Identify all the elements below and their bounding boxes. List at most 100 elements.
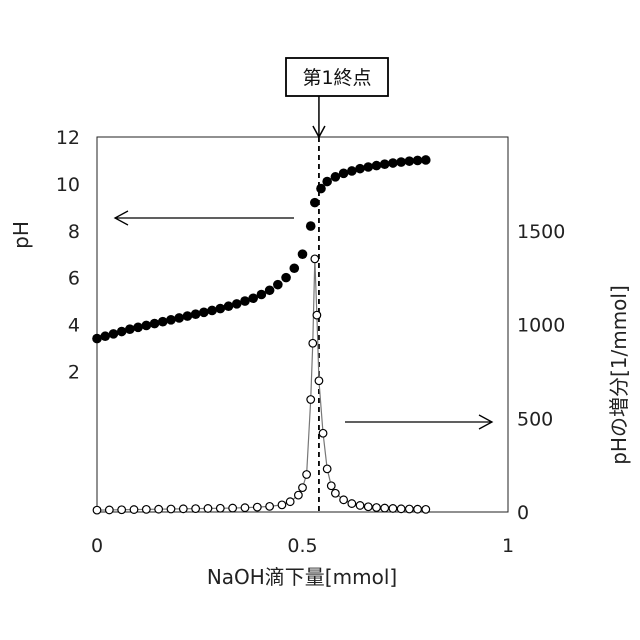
ph-derivative-point bbox=[319, 429, 327, 437]
ph-point bbox=[158, 317, 168, 327]
x-axis-title: NaOH滴下量[mmol] bbox=[207, 565, 397, 589]
ph-point bbox=[347, 166, 357, 176]
ph-point bbox=[339, 169, 349, 179]
ph-derivative-point bbox=[217, 504, 225, 512]
ph-derivative-point bbox=[295, 491, 303, 499]
ph-derivative-point bbox=[118, 506, 126, 514]
ph-derivative-point bbox=[299, 484, 307, 492]
ph-point bbox=[289, 263, 299, 273]
ph-derivative-point bbox=[266, 503, 274, 511]
ph-point bbox=[224, 301, 234, 311]
ph-derivative-point bbox=[327, 482, 335, 490]
ph-derivative-point bbox=[155, 505, 163, 513]
ph-derivative-point bbox=[389, 505, 397, 513]
ph-point bbox=[240, 296, 250, 306]
ph-derivative-point bbox=[323, 465, 331, 473]
ph-derivative-point bbox=[192, 505, 200, 513]
left-tick-label: 2 bbox=[68, 361, 80, 383]
left-tick-label: 4 bbox=[68, 315, 80, 337]
ph-derivative-point bbox=[332, 489, 340, 497]
endpoint-callout: 第1終点 bbox=[286, 58, 388, 137]
ph-point bbox=[257, 290, 267, 300]
ph-derivative-point bbox=[373, 504, 381, 512]
ph-point bbox=[372, 161, 382, 171]
ph-derivative-point bbox=[397, 505, 405, 513]
ph-point bbox=[306, 221, 316, 231]
ph-point bbox=[405, 156, 415, 166]
ph-derivative-point bbox=[309, 339, 317, 347]
ph-point bbox=[355, 164, 365, 174]
ph-point bbox=[150, 319, 160, 329]
right-tick-label: 0 bbox=[517, 502, 529, 524]
left-tick-label: 10 bbox=[56, 174, 80, 196]
ph-point bbox=[142, 321, 152, 331]
ph-point bbox=[166, 315, 176, 325]
ph-point bbox=[396, 157, 406, 167]
ph-derivative-point bbox=[286, 498, 294, 506]
left-axis-title: pH bbox=[9, 221, 33, 249]
left-tick-label: 8 bbox=[68, 221, 80, 243]
ph-derivative-point bbox=[348, 500, 356, 508]
ph-point bbox=[421, 155, 431, 165]
ph-point bbox=[199, 308, 209, 318]
ph-derivative-point bbox=[406, 505, 414, 513]
ph-point bbox=[248, 293, 258, 303]
ph-point bbox=[388, 158, 398, 168]
ph-point bbox=[92, 334, 102, 344]
right-tick-label: 1500 bbox=[517, 221, 565, 243]
ph-point bbox=[207, 306, 217, 316]
ph-derivative-point bbox=[130, 506, 138, 514]
ph-derivative-point bbox=[167, 505, 175, 513]
ph-derivative-point bbox=[414, 505, 422, 513]
ph-derivative-point bbox=[381, 504, 389, 512]
ph-point bbox=[183, 311, 193, 321]
x-tick-label: 0.5 bbox=[287, 535, 317, 557]
x-tick-label: 1 bbox=[502, 535, 514, 557]
ph-derivative-point bbox=[253, 503, 261, 511]
ph-point bbox=[109, 329, 119, 339]
ph-point bbox=[298, 249, 308, 259]
ph-derivative-point bbox=[307, 396, 315, 404]
ph-derivative-point bbox=[143, 506, 151, 514]
endpoint-callout-label: 第1終点 bbox=[302, 67, 371, 89]
ph-derivative-point bbox=[364, 503, 372, 511]
ph-point bbox=[117, 327, 127, 337]
ph-point bbox=[191, 309, 201, 319]
ph-derivative-point bbox=[313, 311, 321, 319]
ph-point bbox=[331, 172, 341, 182]
ph-point bbox=[273, 280, 283, 290]
ph-point bbox=[363, 162, 373, 172]
x-tick-label: 0 bbox=[91, 535, 103, 557]
ph-derivative-point bbox=[204, 505, 212, 513]
ph-point bbox=[265, 285, 275, 295]
left-tick-label: 12 bbox=[56, 127, 80, 149]
ph-point bbox=[322, 177, 332, 187]
x-tick-labels: 00.51 bbox=[91, 535, 514, 557]
ph-point bbox=[281, 273, 291, 283]
right-tick-label: 1000 bbox=[517, 315, 565, 337]
ph-point bbox=[232, 299, 242, 309]
ph-derivative-point bbox=[422, 506, 430, 514]
right-tick-labels: 0 500 1000 1500 bbox=[517, 221, 565, 524]
ph-derivative-point bbox=[241, 504, 249, 512]
right-axis-arrow bbox=[345, 415, 492, 429]
right-tick-label: 500 bbox=[517, 408, 553, 430]
ph-point bbox=[174, 313, 184, 323]
ph-point bbox=[310, 198, 320, 208]
ph-derivative-point bbox=[315, 377, 323, 385]
ph-derivative-point bbox=[340, 496, 348, 504]
ph-point bbox=[100, 331, 110, 341]
ph-point bbox=[133, 323, 143, 333]
ph-derivative-point bbox=[303, 471, 311, 479]
right-axis-title: pHの増分[1/mmol] bbox=[607, 285, 631, 465]
left-axis-arrow bbox=[115, 211, 294, 225]
ph-derivative-point bbox=[106, 506, 114, 514]
ph-point bbox=[216, 304, 226, 314]
left-tick-label: 6 bbox=[68, 268, 80, 290]
left-tick-labels: 2 4 6 8 10 12 bbox=[56, 127, 80, 383]
ph-point bbox=[125, 324, 135, 334]
ph-derivative-point bbox=[180, 505, 188, 513]
ph-derivative-point bbox=[229, 504, 237, 512]
ph-derivative-point bbox=[278, 501, 286, 509]
